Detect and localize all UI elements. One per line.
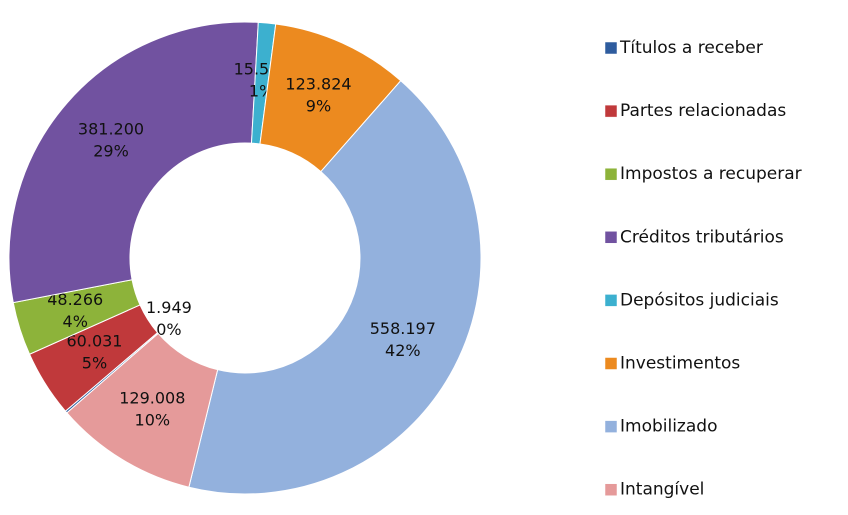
data-label: 558.197 [370,319,436,338]
legend-label: Títulos a receber [619,38,763,58]
data-label: 129.008 [119,388,185,407]
legend-label: Imobilizado [620,417,717,437]
legend-label: Intangível [620,480,704,500]
data-label: 60.031 [67,332,123,351]
donut-slice [8,21,259,304]
legend-label: Depósitos judiciais [620,290,779,310]
legend-swatch [604,231,618,244]
donut-slice [188,79,482,495]
donut-slice [66,332,219,488]
legend-label: Impostos a recuperar [620,164,802,184]
data-label: 123.824 [285,74,351,93]
data-label-percent: 29% [93,141,129,160]
data-label-percent: 10% [135,410,171,429]
data-label-percent: 4% [63,312,88,331]
data-label-percent: 42% [385,341,421,360]
legend-swatch [604,41,618,55]
legend-label: Créditos tributários [620,227,784,247]
data-label: 381.200 [78,119,144,138]
data-label: 48.266 [47,290,103,309]
legend-swatch [604,104,618,118]
legend-swatch [604,167,618,181]
data-label-percent: 9% [306,96,331,115]
legend-label: Investimentos [620,354,740,374]
legend-swatch [604,483,618,496]
legend-swatch [604,420,618,433]
legend-swatch [604,357,618,370]
data-label: 1.949 [146,298,192,317]
data-label-percent: 0% [156,320,181,339]
legend-swatch [604,294,618,307]
legend-label: Partes relacionadas [620,101,786,121]
data-label-percent: 5% [82,354,107,373]
